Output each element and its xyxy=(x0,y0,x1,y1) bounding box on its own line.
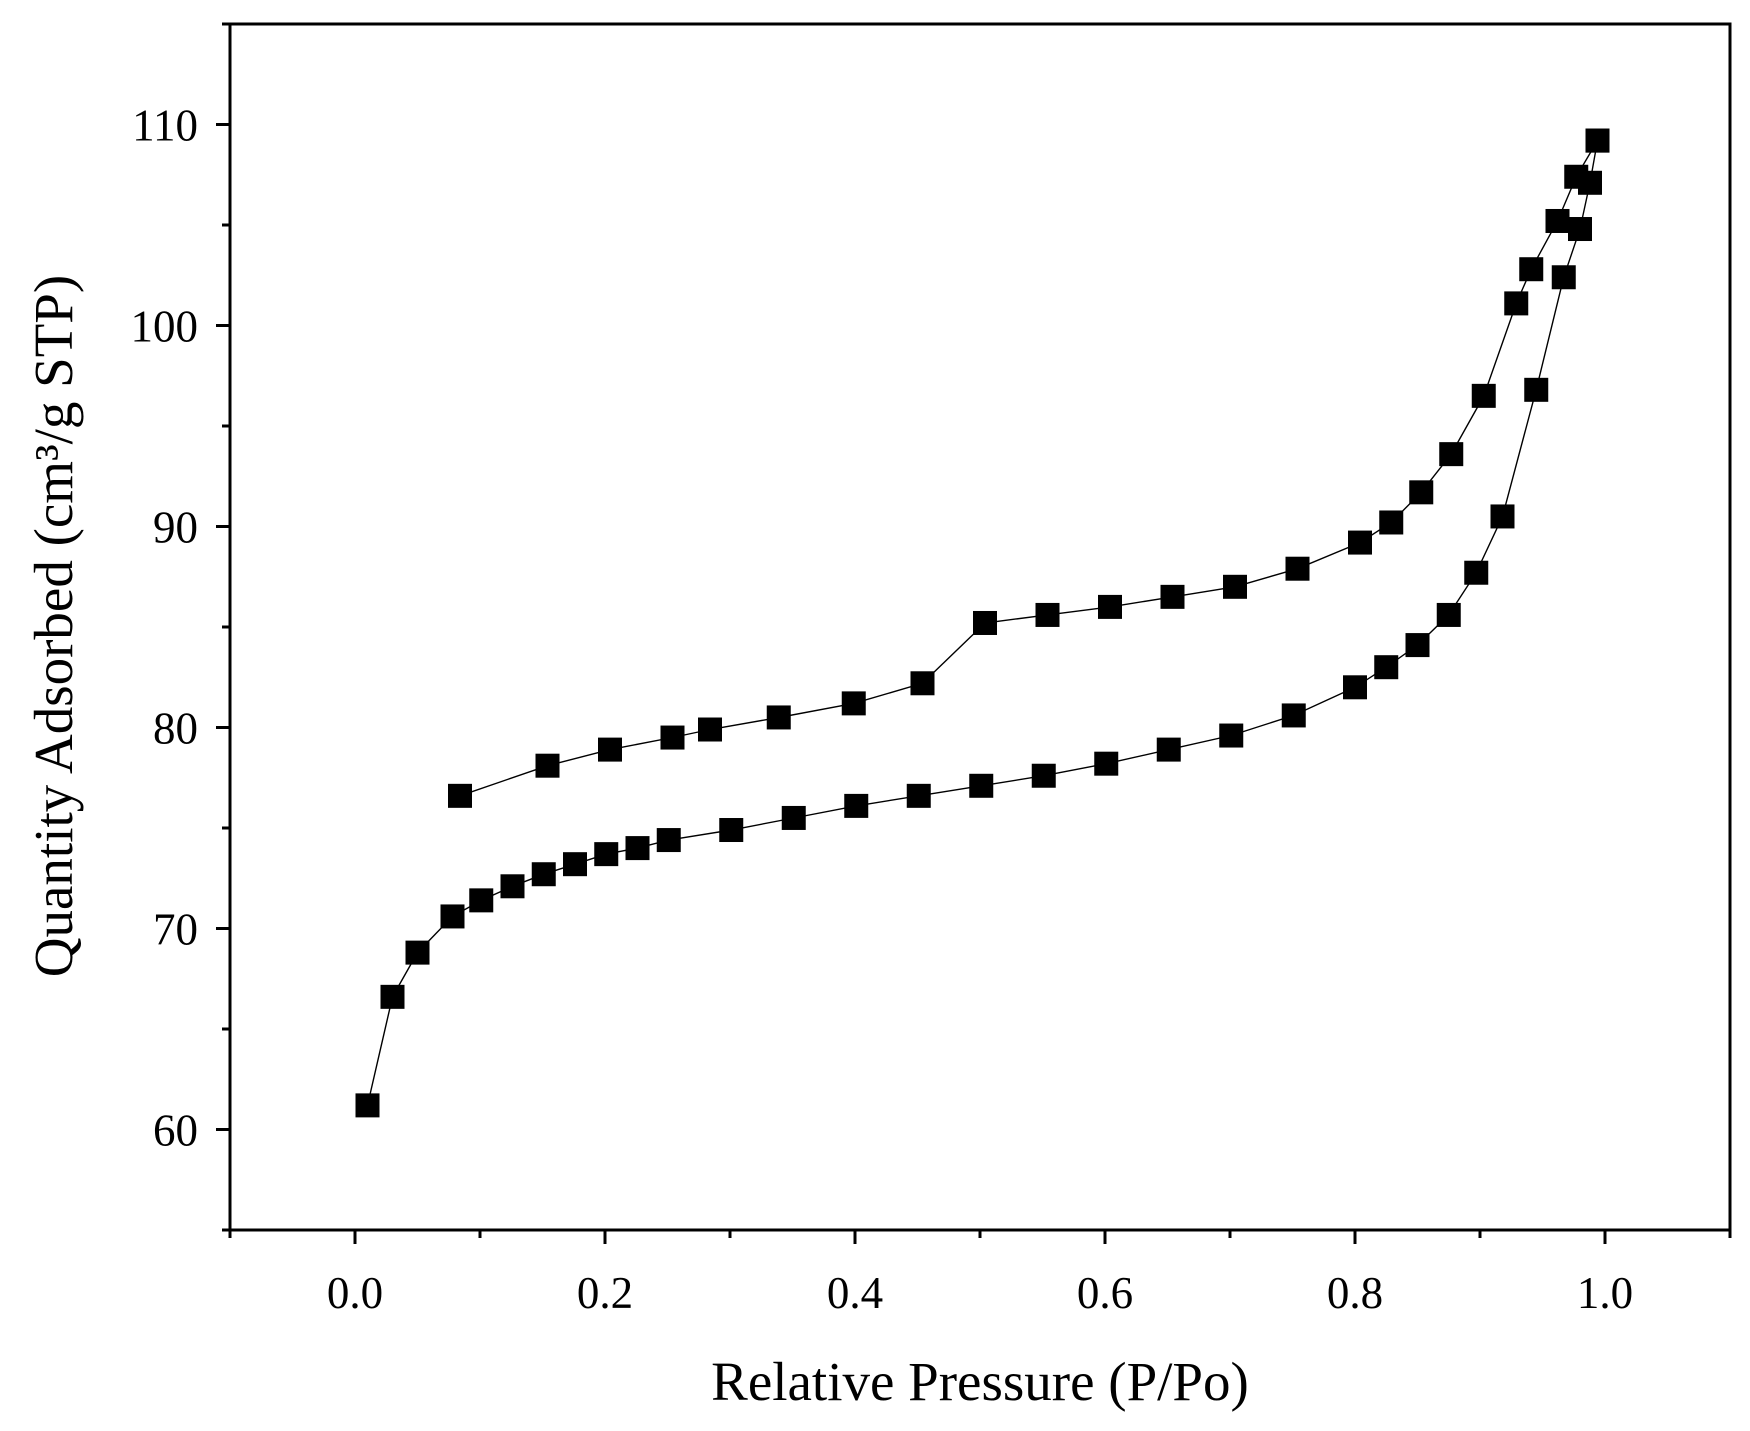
adsorption-series xyxy=(355,128,1610,1118)
desorption-point xyxy=(1439,442,1464,467)
x-tick-label: 0.0 xyxy=(327,1268,383,1318)
adsorption-point xyxy=(625,836,650,861)
adsorption-point xyxy=(405,940,430,965)
x-tick-label: 0.2 xyxy=(577,1268,633,1318)
adsorption-point xyxy=(1490,504,1515,529)
adsorption-point xyxy=(594,842,619,867)
adsorption-point xyxy=(969,773,994,798)
desorption-point xyxy=(973,610,997,635)
desorption-point xyxy=(910,671,935,696)
axis-layer: 0.0 0.2 0.4 0.6 0.8 1.0 60 70 80 90 100 110 xyxy=(131,22,1732,1318)
adsorption-point xyxy=(844,793,869,818)
x-tick-label: 0.6 xyxy=(1077,1268,1133,1318)
adsorption-point xyxy=(355,1093,380,1118)
desorption-point xyxy=(598,737,622,762)
desorption-point xyxy=(1035,602,1060,627)
adsorption-point xyxy=(1343,675,1367,700)
desorption-point xyxy=(448,783,472,808)
desorption-point xyxy=(1471,383,1496,408)
adsorption-point xyxy=(1281,703,1306,728)
desorption-point xyxy=(1160,584,1185,609)
adsorption-point xyxy=(781,805,806,830)
y-tick-label: 110 xyxy=(132,101,198,151)
adsorption-point xyxy=(380,984,405,1009)
desorption-point xyxy=(1504,291,1529,316)
y-tick-label: 60 xyxy=(153,1106,198,1156)
desorption-series xyxy=(448,128,1610,808)
adsorption-point xyxy=(1219,723,1244,748)
adsorption-point xyxy=(469,888,494,913)
adsorption-point xyxy=(1551,265,1576,290)
y-tick-label: 80 xyxy=(153,704,198,754)
adsorption-point xyxy=(1374,655,1399,680)
desorption-point xyxy=(1409,480,1434,505)
desorption-point xyxy=(766,705,791,730)
desorption-point xyxy=(1348,530,1372,555)
desorption-point xyxy=(535,753,560,778)
adsorption-point xyxy=(656,828,681,853)
desorption-point xyxy=(1223,574,1247,599)
y-axis-title: Quantity Adsorbed (cm³/g STP) xyxy=(23,275,84,977)
y-tick-label: 70 xyxy=(153,905,198,955)
adsorption-point xyxy=(440,904,465,929)
desorption-point xyxy=(1379,510,1404,535)
x-tick-label: 0.4 xyxy=(827,1268,883,1318)
adsorption-point xyxy=(1524,377,1549,402)
desorption-point xyxy=(1285,556,1310,581)
adsorption-point xyxy=(1031,763,1056,788)
desorption-point xyxy=(1564,164,1589,189)
adsorption-point xyxy=(1156,737,1181,762)
adsorption-point xyxy=(1568,217,1592,242)
adsorption-point xyxy=(1436,602,1461,627)
desorption-point xyxy=(660,725,685,750)
adsorption-point xyxy=(531,862,556,887)
adsorption-point xyxy=(906,783,931,808)
x-tick-label: 0.8 xyxy=(1327,1268,1383,1318)
adsorption-point xyxy=(500,874,525,899)
x-tick-label: 1.0 xyxy=(1577,1268,1633,1318)
desorption-point xyxy=(1585,128,1610,153)
adsorption-point xyxy=(563,852,587,877)
adsorption-point xyxy=(1094,751,1119,776)
desorption-point xyxy=(1545,208,1570,233)
desorption-point xyxy=(841,691,866,716)
series-layer xyxy=(355,128,1610,1118)
adsorption-point xyxy=(719,818,744,843)
y-tick-label: 100 xyxy=(131,302,199,352)
adsorption-point xyxy=(1464,560,1489,585)
desorption-point xyxy=(1519,257,1544,282)
desorption-point xyxy=(698,717,722,742)
adsorption-point xyxy=(1405,633,1430,658)
y-tick-label: 90 xyxy=(153,503,198,553)
x-axis-title: Relative Pressure (P/Po) xyxy=(711,1351,1249,1412)
desorption-point xyxy=(1098,594,1122,619)
